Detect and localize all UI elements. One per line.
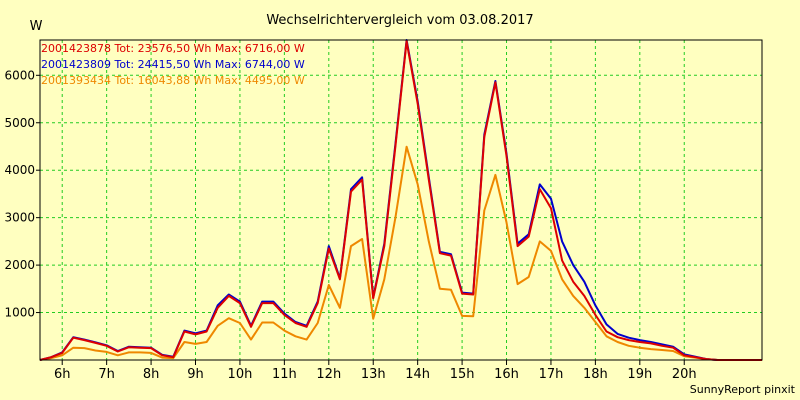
x-tick-label: 18h — [583, 367, 608, 382]
x-tick-label: 12h — [316, 367, 341, 382]
series-lines — [39, 39, 762, 361]
x-tick-label: 20h — [672, 367, 697, 382]
x-tick-label: 7h — [98, 367, 115, 382]
legend: 2001423878 Tot: 23576,50 Wh Max: 6716,00… — [41, 42, 305, 87]
y-tick-label: 4000 — [4, 163, 35, 177]
footer-credit: SunnyReport pinxit — [690, 383, 796, 396]
x-tick-label: 13h — [361, 367, 386, 382]
x-tick-label: 14h — [405, 367, 430, 382]
y-tick-label: 5000 — [4, 116, 35, 130]
legend-entry-2001423809: 2001423809 Tot: 24415,50 Wh Max: 6744,00… — [41, 58, 305, 71]
x-tick-label: 9h — [187, 367, 204, 382]
x-tick-label: 8h — [143, 367, 160, 382]
chart-title: Wechselrichtervergleich vom 03.08.2017 — [266, 13, 533, 28]
y-axis-ticks: 1000 2000 3000 4000 5000 6000 — [4, 68, 40, 320]
x-tick-label: 6h — [54, 367, 71, 382]
y-axis-unit-label: W — [30, 19, 43, 34]
series-line-2001423878 — [39, 40, 762, 361]
plot-frame — [39, 39, 763, 361]
y-tick-label: 1000 — [4, 306, 35, 320]
x-tick-label: 16h — [494, 367, 519, 382]
legend-entry-2001423878: 2001423878 Tot: 23576,50 Wh Max: 6716,00… — [41, 42, 305, 55]
x-tick-label: 19h — [627, 367, 652, 382]
x-axis-ticks: 6h 7h 8h 9h 10h 11h 12h 13h 14h 15h 16h 17h 18h 19h 20… — [54, 360, 697, 382]
x-tick-label: 15h — [450, 367, 475, 382]
x-tick-label: 17h — [539, 367, 564, 382]
legend-entry-2001393434: 2001393434 Tot: 16043,88 Wh Max: 4495,00… — [41, 74, 305, 87]
series-line-2001393434 — [39, 145, 762, 361]
x-tick-label: 11h — [272, 367, 297, 382]
y-tick-label: 2000 — [4, 258, 35, 272]
y-tick-label: 6000 — [4, 68, 35, 82]
x-tick-label: 10h — [228, 367, 253, 382]
y-tick-label: 3000 — [4, 211, 35, 225]
